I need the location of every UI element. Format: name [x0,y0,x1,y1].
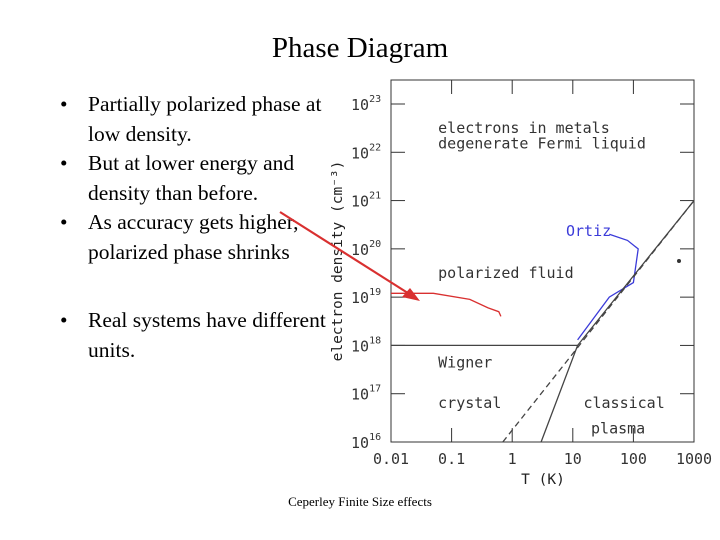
annotation-arrow-head [402,288,420,301]
bullet-item: Real systems have different units. [56,306,326,365]
y-tick-label: 1023 [351,94,381,114]
y-axis-label: electron density (cm⁻³) [330,161,346,362]
stray-dot-mark [677,259,681,263]
slide-title: Phase Diagram [271,32,449,64]
y-tick-label: 1020 [351,239,381,259]
y-tick-label: 1021 [351,191,381,211]
y-tick-label: 1019 [351,287,381,307]
region-label: polarized fluid [438,264,573,282]
series-line-4 [502,200,695,443]
series-line-3 [540,200,695,443]
plot-frame [390,79,695,443]
footer-text: Ceperley Finite Size effects [288,494,432,509]
x-tick-label: 1 [508,450,517,468]
series-label-ortiz: Ortiz [566,222,611,240]
y-tick-label: 1018 [351,335,381,355]
bullet-list: Partially polarized phase at low density… [56,90,326,365]
region-label: Wigner [438,353,492,371]
x-tick-label: 100 [620,450,647,468]
bullet-item: As accuracy gets higher, polarized phase… [56,208,326,267]
annotation-arrow-line [279,211,412,296]
region-label: crystal [438,394,501,412]
series-line-1 [391,292,502,317]
bullet-item: But at lower energy and density than bef… [56,149,326,208]
x-tick-label: 0.01 [373,450,409,468]
bullet-item: Partially polarized phase at low density… [56,90,326,149]
region-label: degenerate Fermi liquid [438,134,646,152]
x-axis-label: T (K) [521,472,565,488]
x-axis: 0.01 0.1 1 10 100 1000 [373,80,712,468]
series-layer [391,200,695,443]
region-label: plasma [591,419,645,437]
x-tick-label: 1000 [676,450,712,468]
y-tick-label: 1016 [351,432,381,452]
y-tick-label: 1022 [351,142,381,162]
y-axis: 1016 1017 1018 1019 1020 1021 1022 1023 [351,94,694,452]
x-tick-label: 10 [564,450,582,468]
region-label: classical [583,394,664,412]
series-line-0 [577,233,639,341]
x-tick-label: 0.1 [438,450,465,468]
y-tick-label: 1017 [351,384,381,404]
region-label: electrons in metals [438,119,610,137]
